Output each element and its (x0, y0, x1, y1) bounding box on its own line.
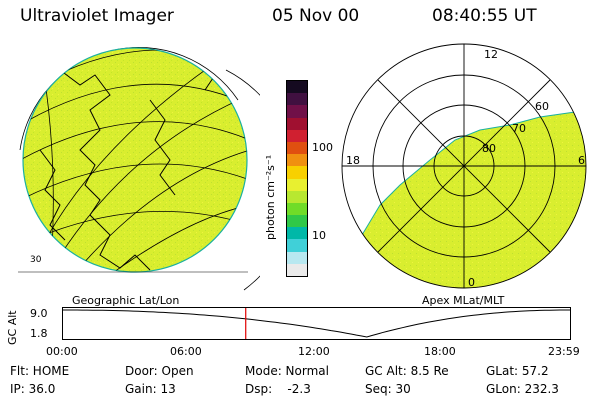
xtick-2359: 23:59 (548, 345, 580, 358)
status-glon: GLon: 232.3 (486, 382, 559, 396)
altitude-ylabel: GC Alt (6, 310, 19, 345)
status-flt: Flt: HOME (10, 364, 70, 378)
altitude-plot (62, 307, 571, 340)
mlt-polar-panel: 12 18 6 0 80 70 60 (341, 43, 587, 289)
colorbar-segment (287, 105, 307, 118)
status-gain: Gain: 13 (125, 382, 176, 396)
instrument-title: Ultraviolet Imager (20, 6, 174, 26)
geographic-image-panel: 30 (18, 47, 260, 291)
colorbar-segment (287, 202, 307, 216)
xtick-0000: 00:00 (46, 345, 78, 358)
altitude-curve (62, 309, 570, 338)
status-gc-alt: GC Alt: 8.5 Re (365, 364, 449, 378)
status-seq: Seq: 30 (365, 382, 411, 396)
uv-image-disk (22, 47, 248, 273)
colorbar-segment (287, 166, 307, 179)
colorbar-segment (287, 239, 307, 252)
intensity-colorbar (286, 80, 308, 277)
altitude-ytick-high: 9.0 (30, 307, 48, 320)
status-glat: GLat: 57.2 (486, 364, 549, 378)
colorbar-segment (287, 93, 307, 106)
colorbar-tick-high: 100 (312, 141, 333, 154)
date-label: 05 Nov 00 (272, 6, 360, 26)
mlt-auroral-image (342, 109, 586, 288)
mlt-label-18: 18 (346, 154, 360, 167)
colorbar-tick-low: 10 (312, 229, 326, 242)
time-label: 08:40:55 UT (432, 6, 537, 26)
colorbar-segment (287, 190, 307, 203)
xtick-1200: 12:00 (298, 345, 330, 358)
status-dsp: Dsp: -2.3 (245, 382, 311, 396)
xtick-0600: 06:00 (170, 345, 202, 358)
colorbar-segment (287, 251, 307, 264)
mlt-label-6: 6 (578, 154, 585, 167)
colorbar-segment (287, 117, 307, 130)
colorbar-unit-label: photon cm⁻²s⁻¹ (264, 154, 277, 240)
status-mode: Mode: Normal (245, 364, 329, 378)
colorbar-segment (287, 81, 307, 94)
colorbar-segment (287, 178, 307, 191)
mlat-label-60: 60 (535, 100, 549, 113)
colorbar-segment (287, 215, 307, 228)
colorbar-segment (287, 263, 307, 276)
colorbar-segment (287, 227, 307, 240)
colorbar-segment (287, 154, 307, 167)
geo-lon-label: 30 (30, 255, 42, 265)
colorbar-segment (287, 141, 307, 155)
colorbar-segment (287, 129, 307, 142)
status-ip: IP: 36.0 (10, 382, 56, 396)
geographic-panel-label: Geographic Lat/Lon (72, 294, 180, 307)
mlat-label-80: 80 (482, 142, 496, 155)
xtick-1800: 18:00 (424, 345, 456, 358)
altitude-ytick-low: 1.8 (30, 327, 48, 340)
mlt-label-0: 0 (468, 276, 475, 289)
mlat-label-70: 70 (512, 122, 526, 135)
mlt-panel-label: Apex MLat/MLT (422, 294, 505, 307)
mlt-label-12: 12 (484, 48, 498, 61)
status-door: Door: Open (125, 364, 194, 378)
